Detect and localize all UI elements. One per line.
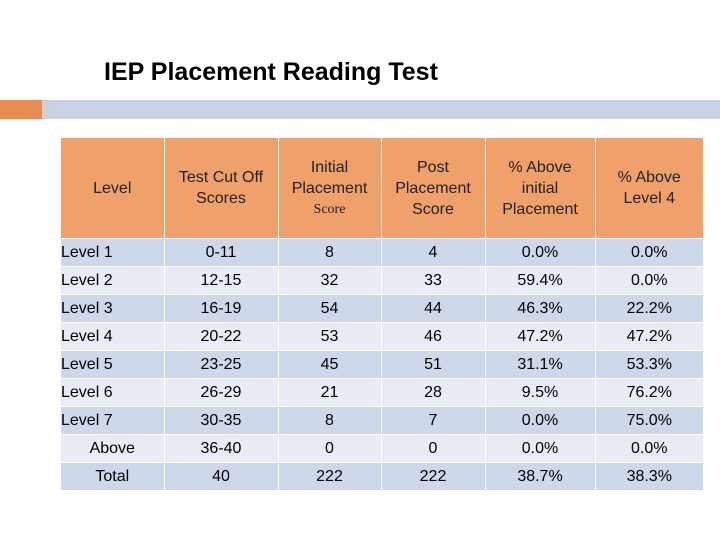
cell-level: Level 6 (61, 378, 164, 407)
cell-pct-above-level-4: 0.0% (594, 434, 703, 463)
table-row-level-2: Level 2 12-15 32 33 59.4% 0.0% (61, 266, 703, 295)
cell-initial-placement: 45 (277, 350, 381, 379)
header-percent-above-level-4: % Above Level 4 (594, 138, 703, 239)
header-percent-above-initial-placement: % Above initial Placement (484, 138, 595, 239)
page-title: IEP Placement Reading Test (104, 58, 438, 86)
table-row-above: Above 36-40 0 0 0.0% 0.0% (61, 434, 703, 463)
cell-cut-off: 12-15 (163, 266, 278, 295)
table-header-row: Level Test Cut Off Scores Initial Placem… (61, 138, 703, 239)
cell-pct-above-level-4: 53.3% (594, 350, 703, 379)
cell-initial-placement: 8 (277, 238, 381, 267)
header-initial-placement-score: Initial Placement Score (277, 138, 381, 239)
cell-post-placement: 44 (380, 294, 485, 323)
cell-level: Level 1 (61, 238, 164, 267)
cell-post-placement: 7 (380, 406, 485, 435)
cell-initial-placement: 0 (277, 434, 381, 463)
cell-cut-off: 0-11 (163, 238, 278, 267)
accent-bar-orange (0, 100, 42, 119)
cell-level: Level 7 (61, 406, 164, 435)
cell-post-placement: 51 (380, 350, 485, 379)
header-test-cut-off-scores: Test Cut Off Scores (163, 138, 278, 239)
cell-initial-placement: 222 (277, 462, 381, 490)
cell-pct-above-initial: 31.1% (484, 350, 595, 379)
cell-pct-above-level-4: 0.0% (594, 266, 703, 295)
cell-level: Level 4 (61, 322, 164, 351)
cell-pct-above-initial: 46.3% (484, 294, 595, 323)
table-row-level-5: Level 5 23-25 45 51 31.1% 53.3% (61, 350, 703, 379)
header-level: Level (93, 179, 132, 197)
accent-bar-divider (42, 100, 49, 119)
cell-pct-above-initial: 0.0% (484, 434, 595, 463)
header-post-placement-score: Post Placement Score (380, 138, 485, 239)
cell-level: Level 2 (61, 266, 164, 295)
cell-pct-above-initial: 9.5% (484, 378, 595, 407)
cell-cut-off: 26-29 (163, 378, 278, 407)
cell-level: Total (61, 462, 164, 490)
cell-cut-off: 20-22 (163, 322, 278, 351)
accent-bar-blue (49, 100, 720, 119)
cell-cut-off: 16-19 (163, 294, 278, 323)
cell-pct-above-level-4: 38.3% (594, 462, 703, 490)
cell-pct-above-initial: 47.2% (484, 322, 595, 351)
cell-initial-placement: 53 (277, 322, 381, 351)
placement-table: Level Test Cut Off Scores Initial Placem… (61, 138, 703, 490)
cell-cut-off: 36-40 (163, 434, 278, 463)
cell-cut-off: 23-25 (163, 350, 278, 379)
table-row-level-6: Level 6 26-29 21 28 9.5% 76.2% (61, 378, 703, 407)
cell-pct-above-initial: 0.0% (484, 238, 595, 267)
table-row-level-7: Level 7 30-35 8 7 0.0% 75.0% (61, 406, 703, 435)
cell-level: Above (61, 434, 164, 463)
cell-cut-off: 30-35 (163, 406, 278, 435)
cell-post-placement: 222 (380, 462, 485, 490)
cell-initial-placement: 54 (277, 294, 381, 323)
cell-pct-above-initial: 59.4% (484, 266, 595, 295)
cell-pct-above-initial: 38.7% (484, 462, 595, 490)
table-row-level-4: Level 4 20-22 53 46 47.2% 47.2% (61, 322, 703, 351)
cell-pct-above-level-4: 75.0% (594, 406, 703, 435)
cell-initial-placement: 8 (277, 406, 381, 435)
cell-post-placement: 46 (380, 322, 485, 351)
cell-pct-above-initial: 0.0% (484, 406, 595, 435)
cell-initial-placement: 21 (277, 378, 381, 407)
cell-pct-above-level-4: 76.2% (594, 378, 703, 407)
cell-level: Level 3 (61, 294, 164, 323)
cell-initial-placement: 32 (277, 266, 381, 295)
cell-post-placement: 0 (380, 434, 485, 463)
cell-level: Level 5 (61, 350, 164, 379)
cell-pct-above-level-4: 0.0% (594, 238, 703, 267)
cell-post-placement: 33 (380, 266, 485, 295)
cell-post-placement: 28 (380, 378, 485, 407)
table-row-level-3: Level 3 16-19 54 44 46.3% 22.2% (61, 294, 703, 323)
cell-cut-off: 40 (163, 462, 278, 490)
cell-post-placement: 4 (380, 238, 485, 267)
table-row-total: Total 40 222 222 38.7% 38.3% (61, 462, 703, 490)
cell-pct-above-level-4: 47.2% (594, 322, 703, 351)
table-row-level-1: Level 1 0-11 8 4 0.0% 0.0% (61, 238, 703, 267)
cell-pct-above-level-4: 22.2% (594, 294, 703, 323)
